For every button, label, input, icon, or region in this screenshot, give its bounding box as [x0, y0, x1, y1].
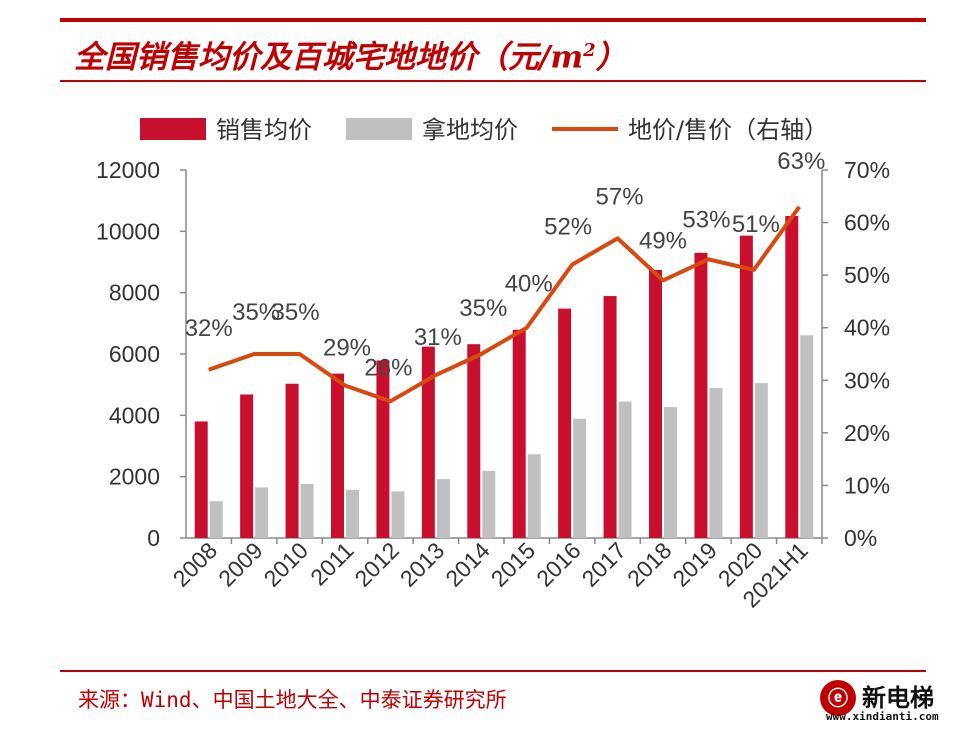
x-tick-label: 2012: [349, 537, 404, 592]
sales-price-bar: [194, 421, 208, 538]
left-tick-label: 12000: [96, 157, 160, 183]
left-tick-label: 10000: [96, 218, 160, 244]
land-price-bar: [391, 491, 405, 538]
land-price-bar: [527, 454, 541, 538]
ratio-data-label: 26%: [364, 354, 412, 381]
left-tick-label: 0: [147, 525, 160, 551]
watermark-logo: ⓔ 新电梯 www.xindianti.com: [816, 678, 946, 724]
x-tick-label: 2018: [622, 537, 677, 592]
chart-title: 全国销售均价及百城宅地地价（元/m2）: [74, 39, 627, 76]
land-price-bar: [754, 383, 768, 538]
right-tick-label: 20%: [844, 420, 890, 446]
left-tick-label: 4000: [109, 402, 160, 428]
ratio-line: [208, 205, 801, 404]
land-price-bar: [618, 401, 632, 538]
land-price-bar: [709, 388, 723, 538]
right-tick-label: 60%: [844, 210, 890, 236]
sales-price-bar: [785, 216, 799, 538]
legend-label-sales: 销售均价: [216, 116, 312, 144]
title-rule: [60, 80, 926, 82]
ratio-data-label: 35%: [232, 299, 280, 326]
land-price-bar: [800, 335, 814, 538]
land-price-bar: [300, 484, 314, 538]
right-tick-label: 10%: [844, 472, 890, 498]
land-price-bar: [573, 418, 587, 538]
left-tick-label: 8000: [109, 280, 160, 306]
land-price-bar: [664, 407, 677, 538]
sales-price-bar: [467, 344, 481, 538]
ratio-data-label: 35%: [459, 295, 507, 322]
sales-price-bar: [331, 373, 344, 538]
x-tick-label: 2010: [259, 537, 314, 592]
ratio-data-label: 40%: [505, 271, 553, 298]
left-tick-label: 2000: [109, 464, 160, 490]
legend-swatch-sales: [140, 118, 206, 140]
x-tick-label: 2016: [531, 537, 586, 592]
x-tick-label: 2019: [667, 537, 722, 592]
ratio-data-label: 29%: [323, 335, 371, 362]
right-tick-label: 30%: [844, 367, 890, 393]
x-tick-label: 2017: [577, 537, 632, 592]
watermark-url: www.xindianti.com: [826, 710, 939, 723]
sales-price-bar: [376, 360, 390, 538]
ratio-data-label: 51%: [732, 211, 780, 238]
x-tick-label: 2013: [395, 537, 450, 592]
sales-price-bar: [694, 252, 708, 539]
land-price-bar: [346, 489, 359, 538]
x-tick-label: 2015: [486, 537, 541, 592]
x-tick-label: 2009: [213, 537, 268, 592]
ratio-data-label: 35%: [272, 299, 320, 326]
land-price-bar: [255, 487, 269, 538]
x-tick-label: 2014: [440, 537, 495, 592]
land-price-bar: [436, 479, 450, 538]
ratio-data-label: 57%: [596, 183, 644, 210]
ratio-data-label: 49%: [639, 227, 687, 254]
legend-swatch-land: [346, 118, 412, 140]
x-tick-label: 2011: [305, 537, 358, 590]
sales-price-bar: [421, 346, 435, 538]
sales-price-bar: [285, 383, 299, 538]
watermark-text: 新电梯: [862, 684, 934, 712]
sales-price-bar: [739, 235, 753, 539]
sales-price-bar: [649, 269, 662, 538]
sales-price-bar: [240, 394, 254, 538]
legend-label-ratio: 地价/售价（右轴）: [628, 116, 828, 144]
x-tick-label: 2008: [168, 537, 223, 592]
elevator-logo-icon: ⓔ: [820, 680, 856, 716]
ratio-data-label: 53%: [682, 206, 730, 233]
ratio-data-label: 63%: [777, 148, 825, 175]
source-note: 来源：Wind、中国土地大全、中泰证券研究所: [78, 688, 507, 712]
sales-price-bar: [558, 308, 572, 538]
sales-price-bar: [603, 296, 617, 538]
land-price-bar: [482, 470, 496, 538]
ratio-data-label: 31%: [414, 324, 462, 351]
right-tick-label: 50%: [844, 262, 890, 288]
right-tick-label: 70%: [844, 157, 890, 183]
legend-label-land: 拿地均价: [422, 116, 518, 144]
ratio-data-label: 32%: [185, 315, 233, 342]
right-tick-label: 40%: [844, 315, 890, 341]
footer-rule: [60, 670, 926, 672]
ratio-data-label: 52%: [544, 214, 592, 241]
top-rule: [60, 18, 926, 22]
sales-price-bar: [512, 329, 526, 538]
right-tick-label: 0%: [844, 525, 877, 551]
combo-chart: 0 2000 4000 6000 8000 10000 12000 0% 10% 20% 30% 40…: [96, 116, 890, 613]
land-price-bar: [209, 501, 223, 538]
left-tick-label: 6000: [109, 341, 160, 367]
